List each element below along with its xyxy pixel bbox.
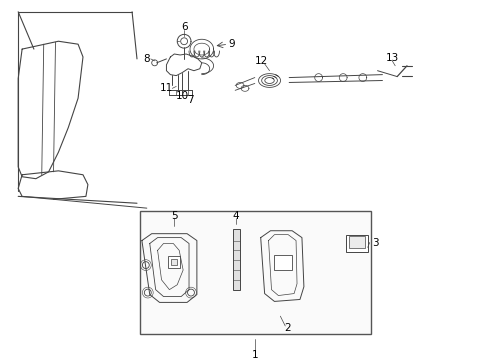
Bar [171,259,177,265]
Bar [348,236,364,248]
Text: 10: 10 [175,91,188,101]
Text: 9: 9 [227,39,234,49]
Text: 1: 1 [251,350,258,360]
Text: 5: 5 [171,211,177,221]
Text: 13: 13 [385,53,398,63]
Bar [168,256,180,268]
Bar [346,235,367,252]
Text: 4: 4 [232,211,239,221]
Text: 3: 3 [371,238,378,248]
Text: 11: 11 [160,84,173,93]
Text: 12: 12 [255,56,268,66]
Text: 7: 7 [186,95,193,105]
Bar [233,229,240,290]
Bar [140,211,370,334]
Text: 8: 8 [143,54,150,64]
Text: 2: 2 [284,323,290,333]
Text: 6: 6 [181,22,187,32]
Bar [274,255,291,270]
